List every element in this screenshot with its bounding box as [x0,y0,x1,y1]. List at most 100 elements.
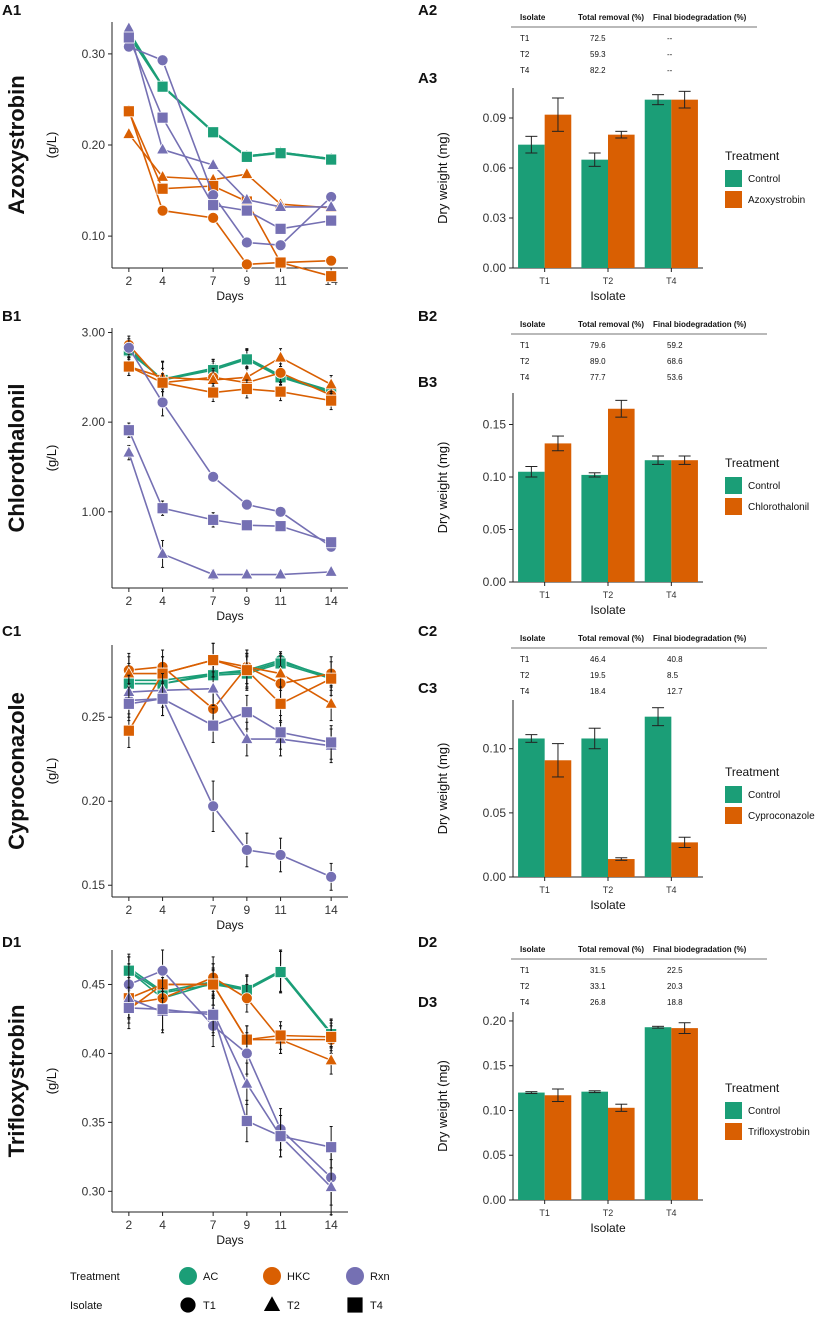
x-axis-title: Isolate [590,1221,626,1235]
data-point [274,1130,287,1143]
data-point [122,697,135,710]
table-cell: 53.6 [667,373,683,382]
legend: Treatment Control Azoxystrobin [725,149,805,208]
bar-control-t4 [644,716,672,877]
data-point [206,157,220,170]
table-header: Total removal (%) [578,320,644,329]
series-line [128,110,332,277]
data-point [156,376,169,389]
legend-key [725,170,742,187]
x-tick-label: 2 [126,1218,133,1232]
series-hkc-t1 [122,104,338,271]
y-tick-label: 0.35 [82,1115,106,1129]
y-axis-title: (g/L) [44,1068,59,1095]
series-ac-t4 [122,340,338,403]
x-axis-title: Days [216,609,243,623]
y-tick-label: 0.00 [483,575,507,589]
data-point [206,681,220,694]
series-hkc-t2 [122,642,338,722]
series-line [128,344,332,396]
table-d2: Isolate Total removal (%) Final biodegrada… [511,945,767,1007]
data-point [240,166,254,179]
table-cell: 77.7 [590,373,606,382]
x-axis-title: Days [216,289,243,303]
legend-label-hkc: HKC [287,1271,310,1283]
series-line [128,659,332,732]
data-point [240,383,253,395]
x-tick-label: 4 [159,274,166,288]
bar-chlorothalonil-t1 [544,443,572,582]
legend-key [725,498,742,515]
series-line [128,356,332,386]
x-tick-label: 9 [244,594,251,608]
y-tick-label: 0.45 [82,977,106,991]
data-point [325,536,338,549]
y-tick-label: 0.00 [483,1193,507,1207]
x-tick-label: T2 [603,1208,614,1218]
table-cell: T4 [520,373,530,382]
bar-chart-d3: 0.00 0.05 0.10 0.15 0.20 T1 T2 T4 Isolate Dry wei… [435,1012,810,1235]
legend-label: Control [748,1106,780,1117]
x-tick-label: 2 [126,274,133,288]
data-point [122,724,135,737]
line-chart-b1: 1.00 2.00 3.00 2 4 7 9 11 14 Days (g/L) Chlorothalo… [4,325,348,623]
bar-azoxystrobin-t2 [608,134,635,268]
series-hkc-t2 [122,348,338,394]
table-cell: 26.8 [590,998,606,1007]
data-point [240,731,254,744]
data-point [240,567,254,580]
data-point [155,169,170,182]
bar-cyproconazole-t4 [671,842,698,877]
data-point [325,736,338,749]
data-point [325,1141,338,1154]
y-tick-label: 0.25 [82,710,106,724]
table-header: Final biodegradation (%) [653,634,747,643]
table-header: Isolate [520,13,546,22]
data-point [274,726,287,739]
data-point [240,664,253,677]
series-line [128,997,332,1188]
bar-control-t1 [518,144,545,268]
panel-label-b3: B3 [418,374,437,391]
y-tick-label: 2.00 [82,415,106,429]
compound-title: Cyproconazole [4,692,29,850]
series-rxn-t4 [122,31,338,235]
y-tick-label: 3.00 [82,325,106,339]
bar-azoxystrobin-t1 [544,114,572,269]
legend-key [725,477,742,494]
y-tick-label: 0.09 [483,111,507,125]
line-chart-a1: 0.100.200.3024791114Days(g/L)Azoxystrobi… [4,20,348,303]
data-point [240,1115,253,1127]
data-point [324,377,338,390]
data-point [274,147,287,160]
data-point [122,31,135,44]
legend-label: Trifloxystrobin [748,1127,810,1138]
table-header: Final biodegradation (%) [653,320,747,329]
data-point [273,567,288,580]
x-tick-label: T1 [539,590,550,600]
data-point [155,546,170,559]
table-cell: 59.2 [667,341,683,350]
table-cell: T1 [520,966,530,975]
data-point [325,672,338,685]
series-hkc-t4 [122,642,338,748]
data-point [274,222,287,235]
panel-label-a2: A2 [418,2,437,19]
data-point [156,80,169,93]
data-point [324,1179,338,1192]
x-tick-label: 7 [210,274,217,288]
table-header: Isolate [520,945,546,954]
data-point [240,992,253,1005]
legend-label: Control [748,481,780,492]
y-tick-label: 0.15 [483,1059,507,1073]
data-point [156,964,169,977]
bar-trifloxystrobin-t4 [671,1028,698,1200]
y-axis-title: Dry weight (mg) [435,132,450,224]
legend-label-ac: AC [203,1271,218,1283]
bar-cyproconazole-t1 [544,760,572,877]
bottom-legend-isolate-title: Isolate [70,1300,102,1312]
series-ac-t2 [122,23,338,164]
x-tick-label: T1 [539,276,550,286]
data-point [207,654,220,667]
table-cell: 19.5 [590,671,606,680]
